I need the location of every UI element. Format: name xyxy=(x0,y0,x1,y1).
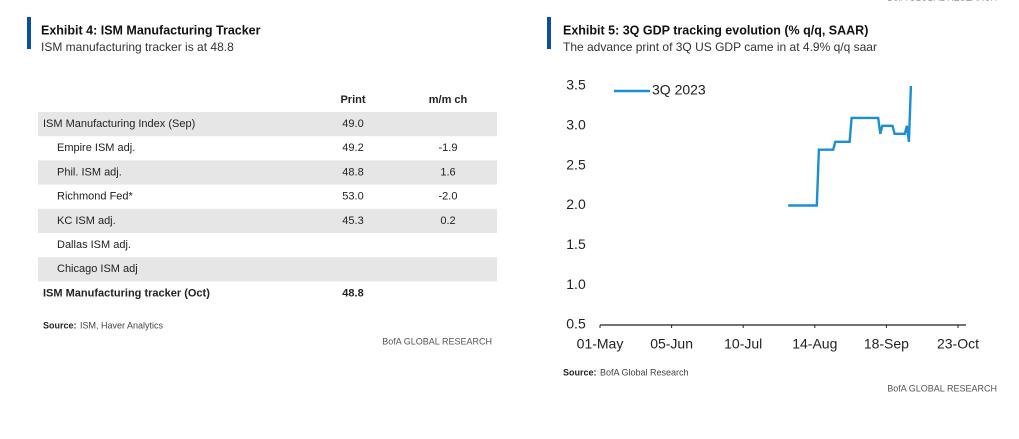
chart-title: Exhibit 5: 3Q GDP tracking evolution (% … xyxy=(563,23,868,37)
row-shade xyxy=(38,257,497,282)
page-header: BofA GLOBAL RESEARCH xyxy=(887,0,997,2)
cell: 48.8 xyxy=(342,166,363,178)
cell: 53.0 xyxy=(342,191,363,203)
cell: 48.8 xyxy=(342,287,363,299)
y-tick-label: 2.0 xyxy=(566,196,586,212)
row-label: Empire ISM adj. xyxy=(57,142,135,154)
exhibit-title: Exhibit 4: ISM Manufacturing Tracker xyxy=(41,23,261,37)
x-tick-label: 01-May xyxy=(577,336,624,352)
y-tick-label: 0.5 xyxy=(566,316,586,332)
row-shade xyxy=(38,208,497,233)
x-tick-label: 05-Jun xyxy=(650,336,693,352)
cell: 49.2 xyxy=(342,142,363,154)
row-label: ISM Manufacturing Index (Sep) xyxy=(43,118,195,130)
title-bar xyxy=(547,17,551,49)
source: ISM, Haver Analytics xyxy=(80,320,164,330)
exhibit-subtitle: ISM manufacturing tracker is at 48.8 xyxy=(41,40,234,54)
y-tick-label: 1.0 xyxy=(566,276,586,292)
row-label: Richmond Fed* xyxy=(57,191,134,203)
y-tick-label: 3.5 xyxy=(566,77,586,93)
cell: -1.9 xyxy=(439,142,458,154)
row-label: KC ISM adj. xyxy=(57,215,116,227)
cell: -2.0 xyxy=(439,191,458,203)
footer: BofA GLOBAL RESEARCH xyxy=(887,383,997,393)
row-label: ISM Manufacturing tracker (Oct) xyxy=(43,287,210,299)
series-line xyxy=(788,85,913,207)
legend-label: 3Q 2023 xyxy=(652,82,706,98)
source-label: Source: xyxy=(563,367,597,377)
row-shade xyxy=(38,112,497,137)
column-header: m/m ch xyxy=(429,94,468,106)
cell: 1.6 xyxy=(440,166,455,178)
x-tick-label: 18-Sep xyxy=(864,336,909,352)
y-tick-label: 1.5 xyxy=(566,236,586,252)
row-label: Chicago ISM adj xyxy=(57,263,138,275)
x-tick-label: 23-Oct xyxy=(937,336,979,352)
cell: 45.3 xyxy=(342,215,363,227)
footer: BofA GLOBAL RESEARCH xyxy=(382,336,492,346)
cell: 49.0 xyxy=(342,118,363,130)
chart-subtitle: The advance print of 3Q US GDP came in a… xyxy=(563,40,877,54)
x-tick-label: 14-Aug xyxy=(792,336,837,352)
x-tick-label: 10-Jul xyxy=(724,336,762,352)
row-label: Dallas ISM adj. xyxy=(57,239,131,251)
source: BofA Global Research xyxy=(600,367,689,377)
row-label: Phil. ISM adj. xyxy=(57,166,122,178)
title-bar xyxy=(27,17,31,49)
source-label: Source: xyxy=(43,320,77,330)
column-header: Print xyxy=(340,94,365,106)
y-tick-label: 2.5 xyxy=(566,156,586,172)
y-tick-label: 3.0 xyxy=(566,117,586,133)
cell: 0.2 xyxy=(440,215,455,227)
row-shade xyxy=(38,160,497,185)
